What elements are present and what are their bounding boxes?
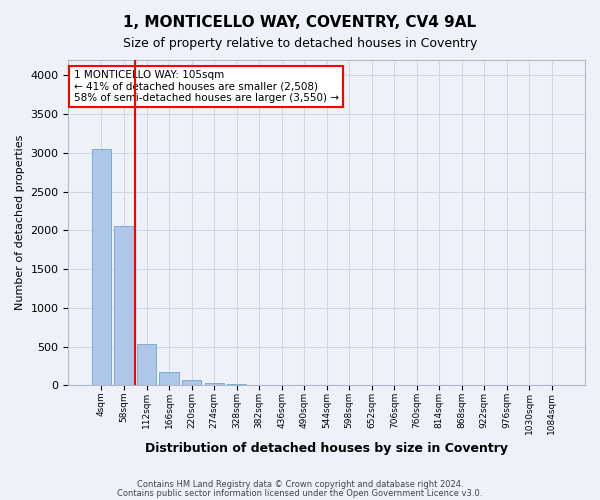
Bar [205,383,224,386]
Bar [115,226,134,386]
Bar [160,372,179,386]
Text: 1, MONTICELLO WAY, COVENTRY, CV4 9AL: 1, MONTICELLO WAY, COVENTRY, CV4 9AL [124,15,476,30]
Bar [227,384,246,386]
Bar [137,344,156,386]
Text: Size of property relative to detached houses in Coventry: Size of property relative to detached ho… [123,38,477,51]
Y-axis label: Number of detached properties: Number of detached properties [15,135,25,310]
Bar [182,380,201,386]
X-axis label: Distribution of detached houses by size in Coventry: Distribution of detached houses by size … [145,442,508,455]
Text: Contains HM Land Registry data © Crown copyright and database right 2024.: Contains HM Land Registry data © Crown c… [137,480,463,489]
Text: 1 MONTICELLO WAY: 105sqm
← 41% of detached houses are smaller (2,508)
58% of sem: 1 MONTICELLO WAY: 105sqm ← 41% of detach… [74,70,338,103]
Text: Contains public sector information licensed under the Open Government Licence v3: Contains public sector information licen… [118,488,482,498]
Bar [250,384,269,386]
Bar [92,149,111,386]
